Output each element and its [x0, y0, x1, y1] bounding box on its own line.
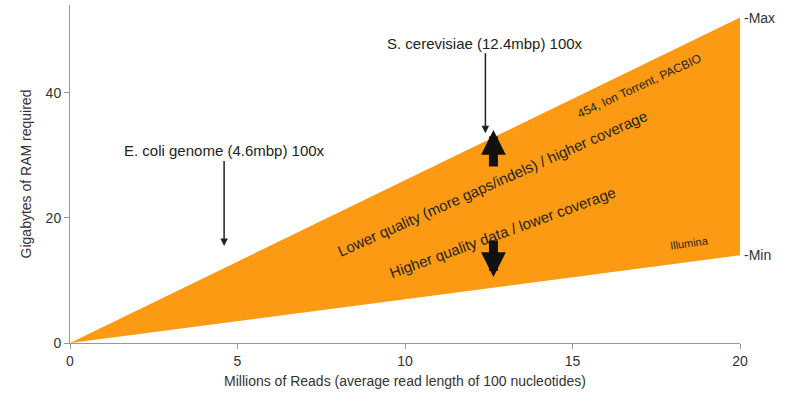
svg-text:Illumina: Illumina [669, 234, 709, 251]
svg-text:0: 0 [66, 353, 74, 369]
svg-text:S. cerevisiae (12.4mbp) 100x: S. cerevisiae (12.4mbp) 100x [387, 35, 583, 52]
svg-text:5: 5 [234, 353, 242, 369]
svg-text:Millions of Reads (average rea: Millions of Reads (average read length o… [224, 373, 586, 389]
svg-text:E. coli genome (4.6mbp) 100x: E. coli genome (4.6mbp) 100x [124, 142, 325, 159]
svg-text:Higher quality data / lower co: Higher quality data / lower coverage [387, 183, 618, 281]
svg-text:-Min: -Min [744, 247, 771, 263]
svg-text:20: 20 [46, 210, 62, 226]
svg-text:454, Ion Torrent, PACBIO: 454, Ion Torrent, PACBIO [575, 51, 703, 121]
svg-text:Gigabytes of RAM required: Gigabytes of RAM required [18, 90, 34, 259]
svg-text:Lower quality (more gaps/indel: Lower quality (more gaps/indels) / highe… [335, 107, 650, 260]
svg-text:-Max: -Max [744, 10, 775, 26]
svg-text:15: 15 [565, 353, 581, 369]
svg-text:10: 10 [397, 353, 413, 369]
svg-text:40: 40 [46, 85, 62, 101]
svg-text:0: 0 [53, 335, 61, 351]
svg-text:20: 20 [732, 353, 748, 369]
